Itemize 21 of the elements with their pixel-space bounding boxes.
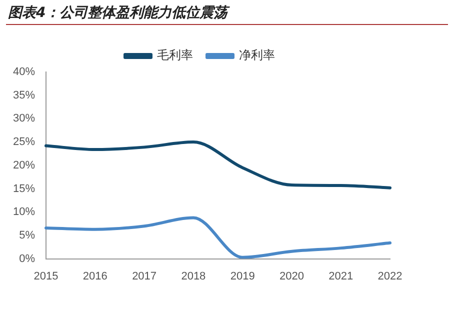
y-tick-label: 20% [12, 159, 36, 172]
x-tick-label: 2021 [328, 270, 354, 282]
chart-title: 图表4：公司整体盈利能力低位震荡 [8, 4, 228, 22]
x-tick-label: 2022 [378, 270, 402, 282]
y-tick-label: 25% [12, 136, 36, 148]
x-tick-label: 2015 [34, 270, 58, 282]
legend-label: 毛利率 [157, 48, 193, 62]
legend-label: 净利率 [239, 48, 275, 62]
x-tick-label: 2017 [132, 270, 157, 282]
x-tick-label: 2019 [230, 270, 255, 282]
y-tick-label: 40% [12, 66, 36, 78]
x-tick-label: 2020 [279, 270, 304, 282]
y-tick-label: 5% [19, 229, 36, 242]
x-tick-label: 2016 [82, 270, 108, 282]
x-tick-label: 2018 [181, 270, 206, 282]
line-series [44, 140, 392, 190]
y-tick-label: 30% [12, 112, 36, 125]
y-tick-label: 0% [19, 252, 36, 265]
y-tick-label: 10% [12, 206, 36, 218]
y-tick-label: 15% [12, 182, 36, 195]
y-tick-label: 35% [12, 89, 36, 102]
